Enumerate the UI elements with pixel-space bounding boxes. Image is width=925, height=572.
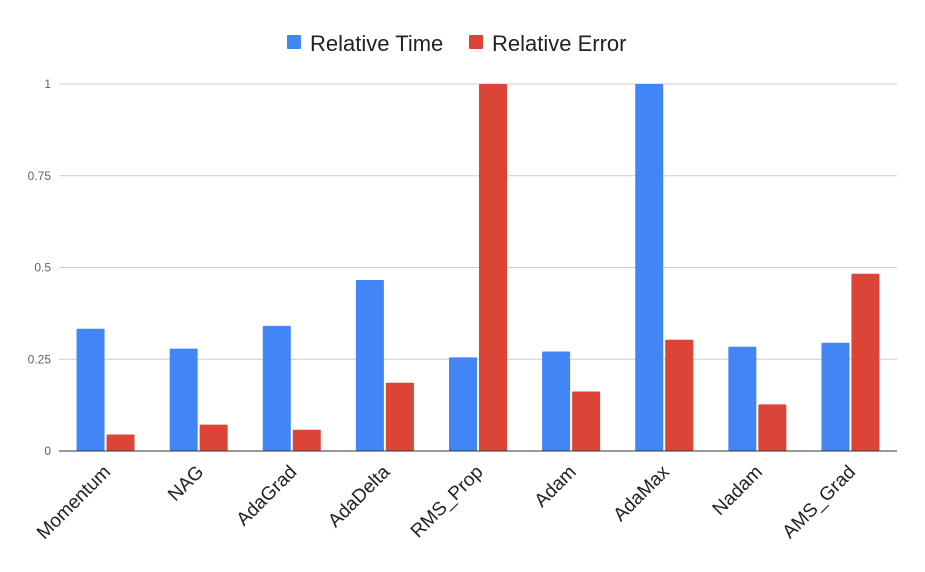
bar-relative-time-adadelta [356, 280, 384, 451]
y-tick-label: 1 [44, 77, 51, 91]
x-category-label: AdaDelta [324, 461, 394, 531]
x-category-label: AMS_Grad [779, 462, 860, 543]
x-axis-labels: Momentum NAG AdaGrad AdaDelta RMS_Prop Adam Ad… [33, 461, 860, 543]
bar-relative-time-nag [170, 349, 198, 451]
x-category-label: NAG [164, 462, 208, 506]
bar-relative-error-adamax [665, 340, 693, 451]
legend-label: Relative Time [310, 31, 443, 56]
bar-relative-error-adadelta [386, 383, 414, 451]
bar-relative-error-adagrad [293, 430, 321, 451]
legend-swatch-relative-error [469, 35, 483, 49]
x-category-label: AdaMax [610, 461, 674, 525]
bar-relative-time-adam [542, 352, 570, 451]
y-tick-label: 0 [44, 444, 51, 458]
y-axis-ticks: 0 0.25 0.5 0.75 1 [28, 77, 52, 458]
x-category-label: Adam [531, 462, 581, 512]
y-tick-label: 0.5 [34, 261, 51, 275]
x-category-label: AdaGrad [233, 462, 302, 531]
bar-relative-time-adagrad [263, 326, 291, 451]
x-category-label: Momentum [33, 462, 115, 544]
bar-relative-error-nag [200, 425, 228, 451]
y-tick-label: 0.25 [28, 352, 52, 366]
bar-relative-time-ams_grad [821, 343, 849, 451]
bar-relative-error-rms_prop [479, 84, 507, 451]
legend: Relative Time Relative Error [287, 31, 626, 56]
x-category-label: Nadam [709, 462, 767, 520]
y-tick-label: 0.75 [28, 169, 52, 183]
bar-relative-time-adamax [635, 84, 663, 451]
bar-relative-time-momentum [77, 329, 105, 451]
bar-relative-error-ams_grad [851, 274, 879, 451]
bar-relative-error-momentum [107, 434, 135, 451]
bar-relative-error-nadam [758, 404, 786, 451]
bar-relative-error-adam [572, 392, 600, 451]
x-category-label: RMS_Prop [407, 462, 488, 543]
legend-swatch-relative-time [287, 35, 301, 49]
gridlines [59, 84, 897, 359]
bar-relative-time-nadam [728, 347, 756, 451]
legend-label: Relative Error [492, 31, 626, 56]
bar-relative-time-rms_prop [449, 357, 477, 451]
